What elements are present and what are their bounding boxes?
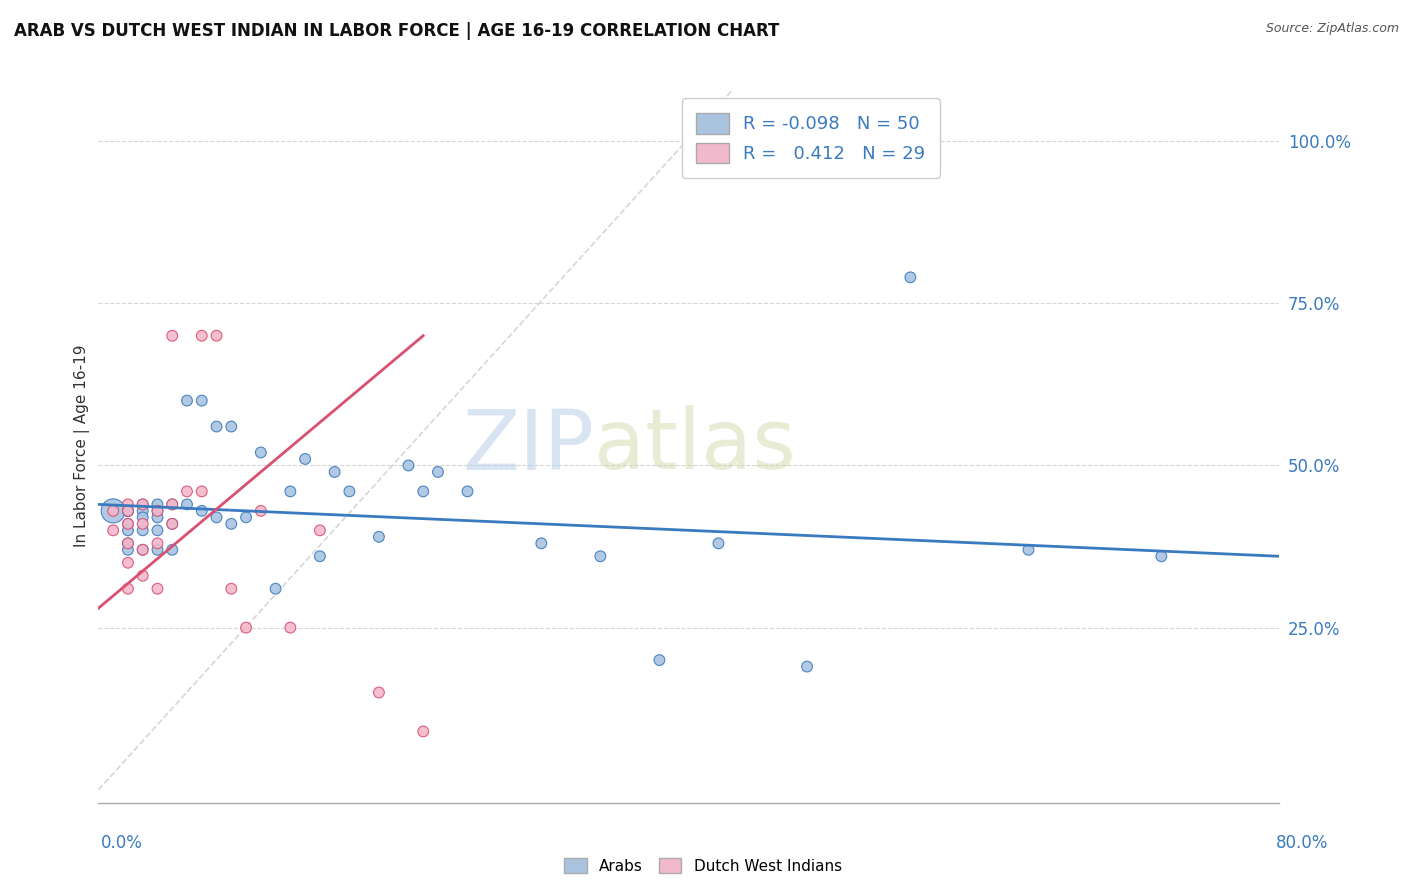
Point (235, 621, 257, 635)
Point (412, 484, 434, 499)
Point (117, 556, 139, 570)
Point (117, 504, 139, 518)
Point (117, 516, 139, 531)
Point (132, 568, 155, 582)
Point (412, 724, 434, 739)
Text: ARAB VS DUTCH WEST INDIAN IN LABOR FORCE | AGE 16-19 CORRELATION CHART: ARAB VS DUTCH WEST INDIAN IN LABOR FORCE… (14, 22, 779, 40)
Text: 0.0%: 0.0% (101, 834, 143, 852)
Point (219, 582, 242, 596)
Point (323, 465, 346, 479)
Point (219, 516, 242, 531)
Point (427, 465, 450, 479)
Point (456, 484, 478, 499)
Point (162, 497, 183, 511)
Point (900, 270, 922, 285)
Point (205, 419, 228, 434)
Point (146, 524, 169, 538)
Point (176, 484, 198, 499)
Point (337, 484, 360, 499)
Point (132, 510, 155, 524)
Point (309, 524, 332, 538)
Point (103, 524, 125, 538)
Point (530, 536, 553, 550)
Point (132, 516, 155, 531)
Point (132, 524, 155, 538)
Point (132, 497, 155, 511)
Point (146, 510, 169, 524)
Point (103, 504, 125, 518)
Point (368, 530, 391, 544)
Point (162, 328, 183, 343)
Point (796, 659, 818, 673)
Text: Source: ZipAtlas.com: Source: ZipAtlas.com (1265, 22, 1399, 36)
Legend: Arabs, Dutch West Indians: Arabs, Dutch West Indians (558, 852, 848, 880)
Point (117, 536, 139, 550)
Point (146, 536, 169, 550)
Text: ZIP: ZIP (463, 406, 595, 486)
Point (162, 516, 183, 531)
Text: atlas: atlas (595, 406, 796, 486)
Point (205, 328, 228, 343)
Point (191, 484, 214, 499)
Point (117, 542, 139, 557)
Point (146, 504, 169, 518)
Point (1017, 542, 1039, 557)
Point (117, 504, 139, 518)
Point (117, 504, 139, 518)
Point (219, 419, 242, 434)
Point (146, 542, 169, 557)
Point (132, 497, 155, 511)
Point (117, 524, 139, 538)
Point (396, 458, 419, 473)
Point (707, 536, 730, 550)
Point (146, 497, 169, 511)
Point (103, 504, 125, 518)
Y-axis label: In Labor Force | Age 16-19: In Labor Force | Age 16-19 (75, 344, 90, 548)
Point (235, 510, 257, 524)
Point (191, 504, 214, 518)
Point (191, 393, 214, 408)
Point (162, 497, 183, 511)
Point (117, 582, 139, 596)
Point (132, 504, 155, 518)
Point (264, 582, 287, 596)
Point (176, 497, 198, 511)
Point (205, 510, 228, 524)
Point (294, 452, 316, 467)
Point (278, 621, 302, 635)
Text: 80.0%: 80.0% (1277, 834, 1329, 852)
Point (117, 536, 139, 550)
Point (250, 504, 273, 518)
Point (146, 582, 169, 596)
Point (309, 549, 332, 564)
Point (278, 484, 302, 499)
Point (117, 516, 139, 531)
Point (162, 542, 183, 557)
Point (162, 516, 183, 531)
Point (146, 504, 169, 518)
Legend: R = -0.098   N = 50, R =   0.412   N = 29: R = -0.098 N = 50, R = 0.412 N = 29 (682, 98, 939, 178)
Point (1150, 549, 1173, 564)
Point (176, 393, 198, 408)
Point (132, 542, 155, 557)
Point (132, 542, 155, 557)
Point (117, 497, 139, 511)
Point (250, 445, 273, 459)
Point (648, 653, 671, 667)
Point (368, 685, 391, 699)
Point (191, 328, 214, 343)
Point (589, 549, 612, 564)
Point (117, 504, 139, 518)
